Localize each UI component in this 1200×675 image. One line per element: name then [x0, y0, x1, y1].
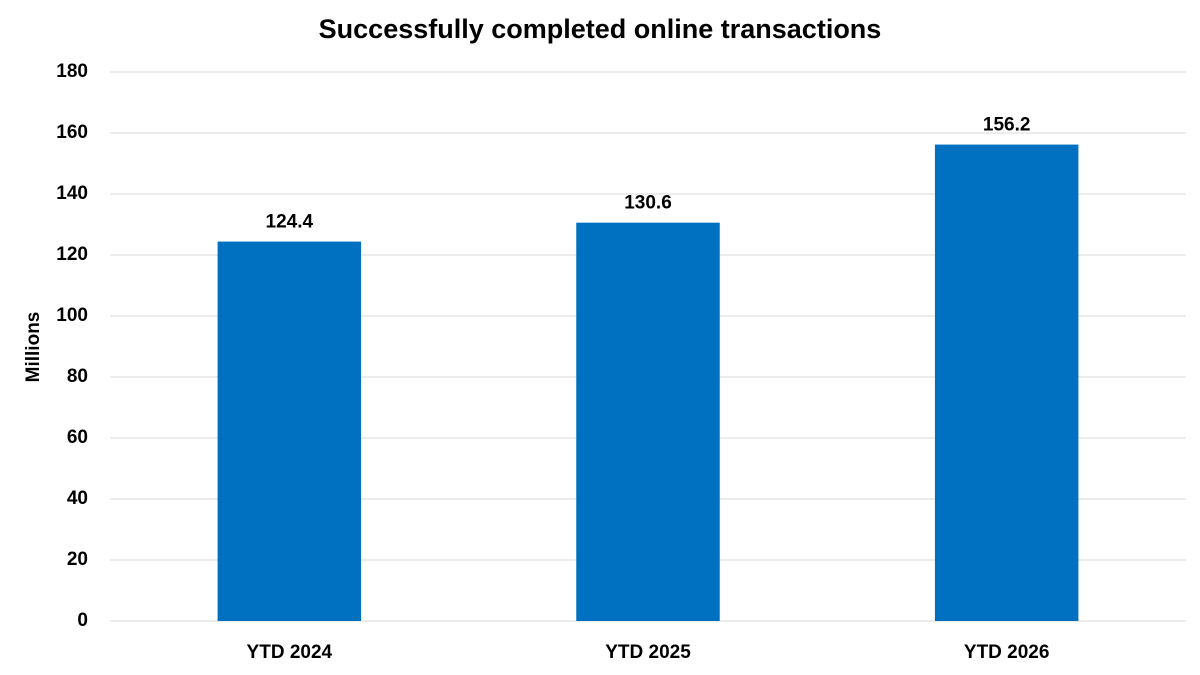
y-tick-label: 100: [56, 305, 88, 326]
y-tick-label: 20: [67, 549, 88, 570]
y-tick-label: 140: [56, 183, 88, 204]
y-tick-label: 0: [77, 610, 88, 631]
bar: [934, 144, 1079, 621]
chart-title: Successfully completed online transactio…: [319, 14, 882, 44]
bar: [217, 241, 362, 621]
x-tick-label: YTD 2025: [605, 642, 691, 663]
y-tick-label: 120: [56, 244, 88, 265]
data-label: 156.2: [983, 115, 1031, 136]
y-tick-label: 180: [56, 61, 88, 82]
y-tick-label: 40: [67, 488, 88, 509]
x-tick-label: YTD 2024: [247, 642, 333, 663]
y-tick-label: 160: [56, 122, 88, 143]
y-tick-label: 60: [67, 427, 88, 448]
data-label: 130.6: [624, 193, 672, 214]
y-tick-label: 80: [67, 366, 88, 387]
x-tick-label: YTD 2026: [964, 642, 1050, 663]
data-label: 124.4: [266, 212, 314, 233]
y-axis-label: Millions: [23, 312, 44, 383]
bar: [576, 222, 720, 622]
